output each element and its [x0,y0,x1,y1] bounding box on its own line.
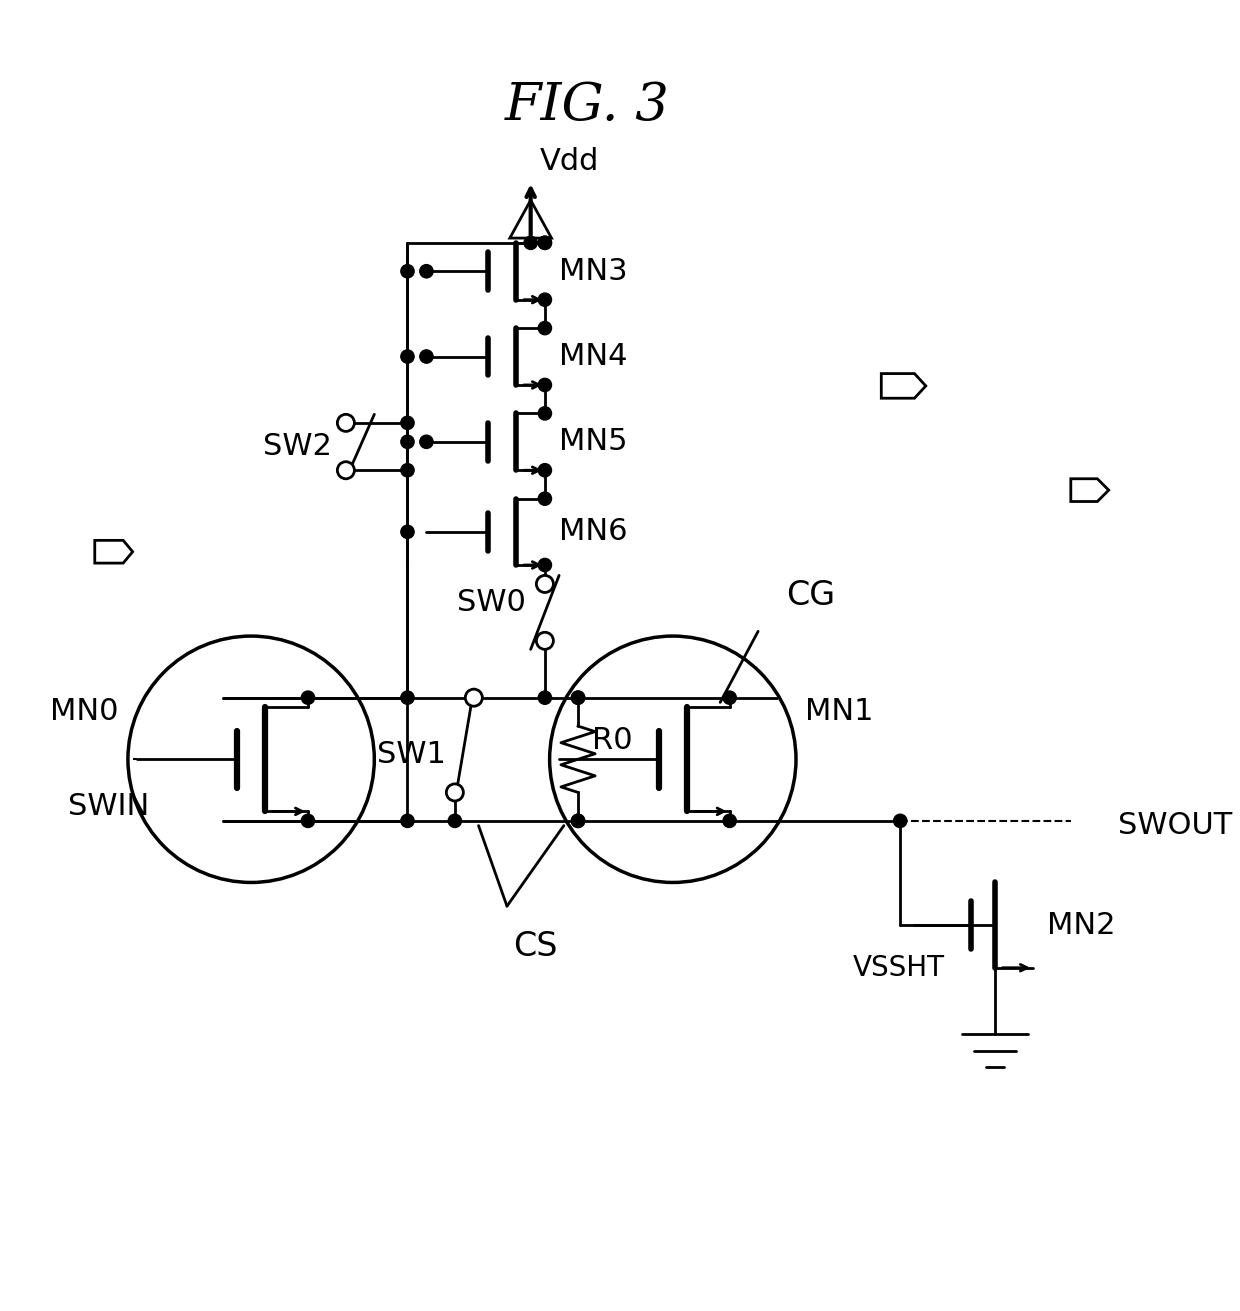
Circle shape [337,414,355,431]
Text: SW0: SW0 [458,589,526,617]
Text: CG: CG [786,579,836,612]
Circle shape [538,492,552,505]
Circle shape [401,526,414,539]
Circle shape [538,464,552,477]
Circle shape [401,265,414,278]
Circle shape [420,435,433,448]
Circle shape [401,464,414,477]
Circle shape [538,236,552,249]
Circle shape [572,691,585,704]
Text: MN3: MN3 [559,257,627,286]
Circle shape [420,265,433,278]
Circle shape [337,461,355,479]
Text: Vdd: Vdd [541,147,599,177]
Circle shape [538,321,552,334]
Circle shape [401,416,414,430]
Circle shape [538,236,552,249]
Text: FIG. 3: FIG. 3 [505,80,670,131]
Text: CS: CS [513,929,558,962]
Circle shape [301,814,315,827]
Circle shape [723,814,737,827]
Circle shape [538,406,552,420]
Text: R0: R0 [593,726,632,755]
Circle shape [448,814,461,827]
Text: SWOUT: SWOUT [1118,812,1233,840]
Text: SW1: SW1 [377,739,445,770]
Circle shape [401,435,414,448]
Circle shape [538,294,552,307]
Text: MN6: MN6 [559,518,627,547]
Circle shape [572,691,585,704]
Circle shape [572,814,585,827]
Circle shape [537,632,553,649]
Text: SW2: SW2 [263,433,331,461]
Circle shape [538,558,552,572]
Circle shape [401,691,414,704]
Text: VSSHT: VSSHT [852,953,945,982]
Circle shape [538,691,552,704]
Text: MN5: MN5 [559,427,627,456]
Text: MN4: MN4 [559,342,627,371]
Circle shape [465,690,482,707]
Circle shape [420,350,433,363]
Text: MN2: MN2 [1047,911,1116,940]
Circle shape [537,576,553,593]
Circle shape [446,784,464,801]
Circle shape [572,814,585,827]
Circle shape [301,691,315,704]
Circle shape [525,236,537,249]
Circle shape [723,691,737,704]
Circle shape [401,814,414,827]
Circle shape [894,814,906,827]
Text: MN0: MN0 [50,697,119,726]
Text: SWIN: SWIN [68,792,150,822]
Circle shape [538,379,552,392]
Text: MN1: MN1 [806,697,874,726]
Circle shape [401,350,414,363]
